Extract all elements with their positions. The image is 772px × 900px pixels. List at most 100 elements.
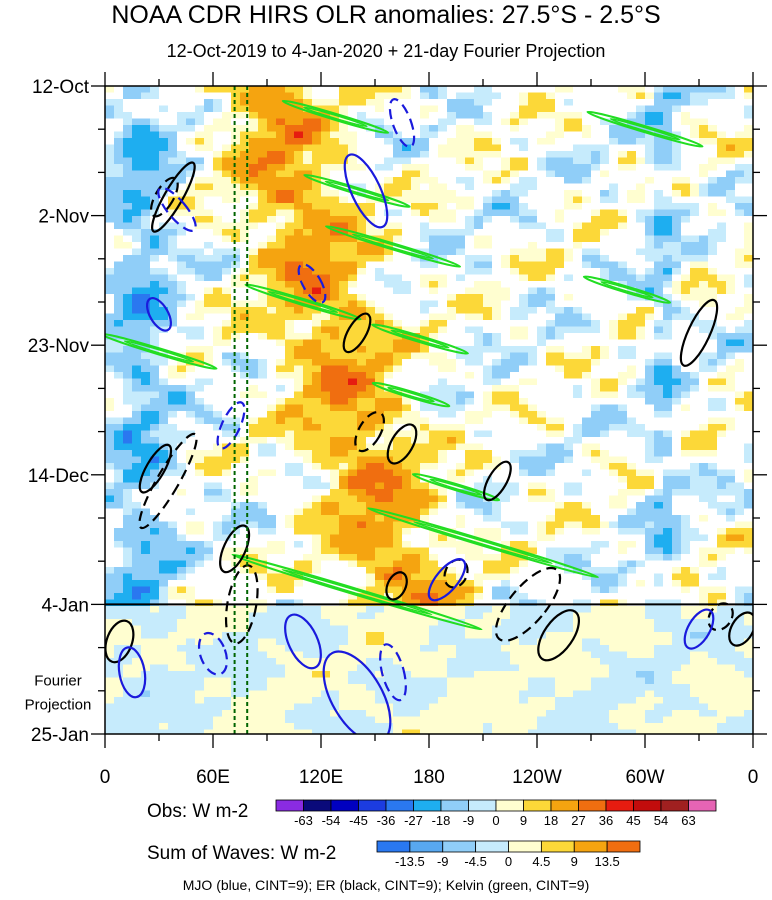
anomaly-cell [528, 320, 538, 327]
anomaly-cell [510, 443, 520, 451]
anomaly-cell [186, 391, 196, 399]
anomaly-cell [231, 515, 241, 522]
anomaly-cell [159, 118, 169, 126]
anomaly-cell [474, 502, 484, 509]
anomaly-cell [195, 307, 205, 314]
anomaly-cell [735, 287, 745, 295]
anomaly-cell [240, 430, 250, 438]
anomaly-cell [429, 118, 439, 126]
anomaly-cell [429, 404, 439, 412]
anomaly-cell [474, 216, 484, 223]
anomaly-cell [672, 300, 682, 308]
anomaly-cell [600, 378, 610, 386]
anomaly-cell [663, 424, 673, 431]
anomaly-cell [366, 307, 376, 314]
anomaly-cell [393, 216, 403, 223]
anomaly-cell [528, 391, 538, 399]
anomaly-cell [240, 138, 250, 145]
anomaly-cell [312, 463, 322, 470]
anomaly-cell [519, 157, 529, 165]
anomaly-cell [294, 404, 304, 412]
anomaly-cell [510, 521, 520, 529]
anomaly-cell [123, 287, 133, 295]
anomaly-cell [321, 183, 331, 191]
anomaly-cell [555, 404, 565, 412]
anomaly-cell [537, 391, 547, 399]
anomaly-cell [528, 352, 538, 360]
anomaly-cell [636, 216, 646, 223]
anomaly-cell [186, 307, 196, 314]
anomaly-cell [168, 339, 178, 347]
anomaly-cell [501, 261, 511, 269]
anomaly-cell [717, 281, 727, 288]
anomaly-cell [717, 417, 727, 425]
anomaly-cell [357, 450, 367, 457]
anomaly-cell [690, 131, 700, 139]
anomaly-cell [573, 157, 583, 165]
anomaly-cell [618, 359, 628, 366]
anomaly-cell [186, 365, 196, 373]
anomaly-cell [186, 151, 196, 158]
anomaly-cell [735, 125, 745, 132]
anomaly-cell [249, 144, 259, 152]
anomaly-cell [285, 268, 295, 275]
anomaly-cell [213, 482, 223, 490]
anomaly-cell [681, 489, 691, 496]
anomaly-cell [402, 404, 412, 412]
anomaly-cell [501, 404, 511, 412]
anomaly-cell [537, 307, 547, 314]
anomaly-cell [735, 300, 745, 308]
anomaly-cell [537, 521, 547, 529]
anomaly-cell [555, 86, 565, 93]
anomaly-cell [627, 365, 637, 373]
anomaly-cell [258, 365, 268, 373]
anomaly-cell [249, 352, 259, 360]
anomaly-cell [699, 398, 709, 405]
anomaly-cell [195, 430, 205, 438]
anomaly-cell [303, 287, 313, 295]
anomaly-cell [546, 482, 556, 490]
anomaly-cell [294, 281, 304, 288]
anomaly-cell [708, 203, 718, 210]
anomaly-cell [537, 112, 547, 119]
anomaly-cell [555, 346, 565, 353]
anomaly-cell [447, 196, 457, 204]
anomaly-cell [708, 521, 718, 529]
anomaly-cell [258, 352, 268, 360]
anomaly-cell [519, 404, 529, 412]
anomaly-cell [366, 326, 376, 334]
anomaly-cell [681, 242, 691, 249]
anomaly-cell [492, 372, 502, 379]
anomaly-cell [726, 333, 736, 340]
anomaly-cell [132, 469, 142, 477]
anomaly-cell [438, 248, 448, 256]
anomaly-cell [393, 170, 403, 178]
anomaly-cell [222, 203, 232, 210]
anomaly-cell [411, 411, 421, 418]
anomaly-cell [483, 443, 493, 451]
anomaly-cell [645, 274, 655, 282]
anomaly-cell [555, 190, 565, 197]
anomaly-cell [555, 170, 565, 178]
anomaly-cell [483, 508, 493, 516]
anomaly-cell [393, 131, 403, 139]
anomaly-cell [330, 515, 340, 522]
anomaly-cell [726, 131, 736, 139]
anomaly-cell [294, 209, 304, 217]
anomaly-cell [429, 430, 439, 438]
anomaly-cell [528, 424, 538, 431]
anomaly-cell [510, 346, 520, 353]
anomaly-cell [690, 333, 700, 340]
anomaly-cell [501, 430, 511, 438]
anomaly-cell [177, 521, 187, 529]
anomaly-cell [321, 450, 331, 457]
anomaly-cell [420, 359, 430, 366]
anomaly-cell [258, 391, 268, 399]
anomaly-cell [168, 274, 178, 282]
anomaly-cell [645, 411, 655, 418]
anomaly-cell [213, 534, 223, 542]
anomaly-cell [141, 404, 151, 412]
anomaly-cell [258, 164, 268, 171]
anomaly-cell [501, 339, 511, 347]
anomaly-cell [744, 112, 753, 119]
